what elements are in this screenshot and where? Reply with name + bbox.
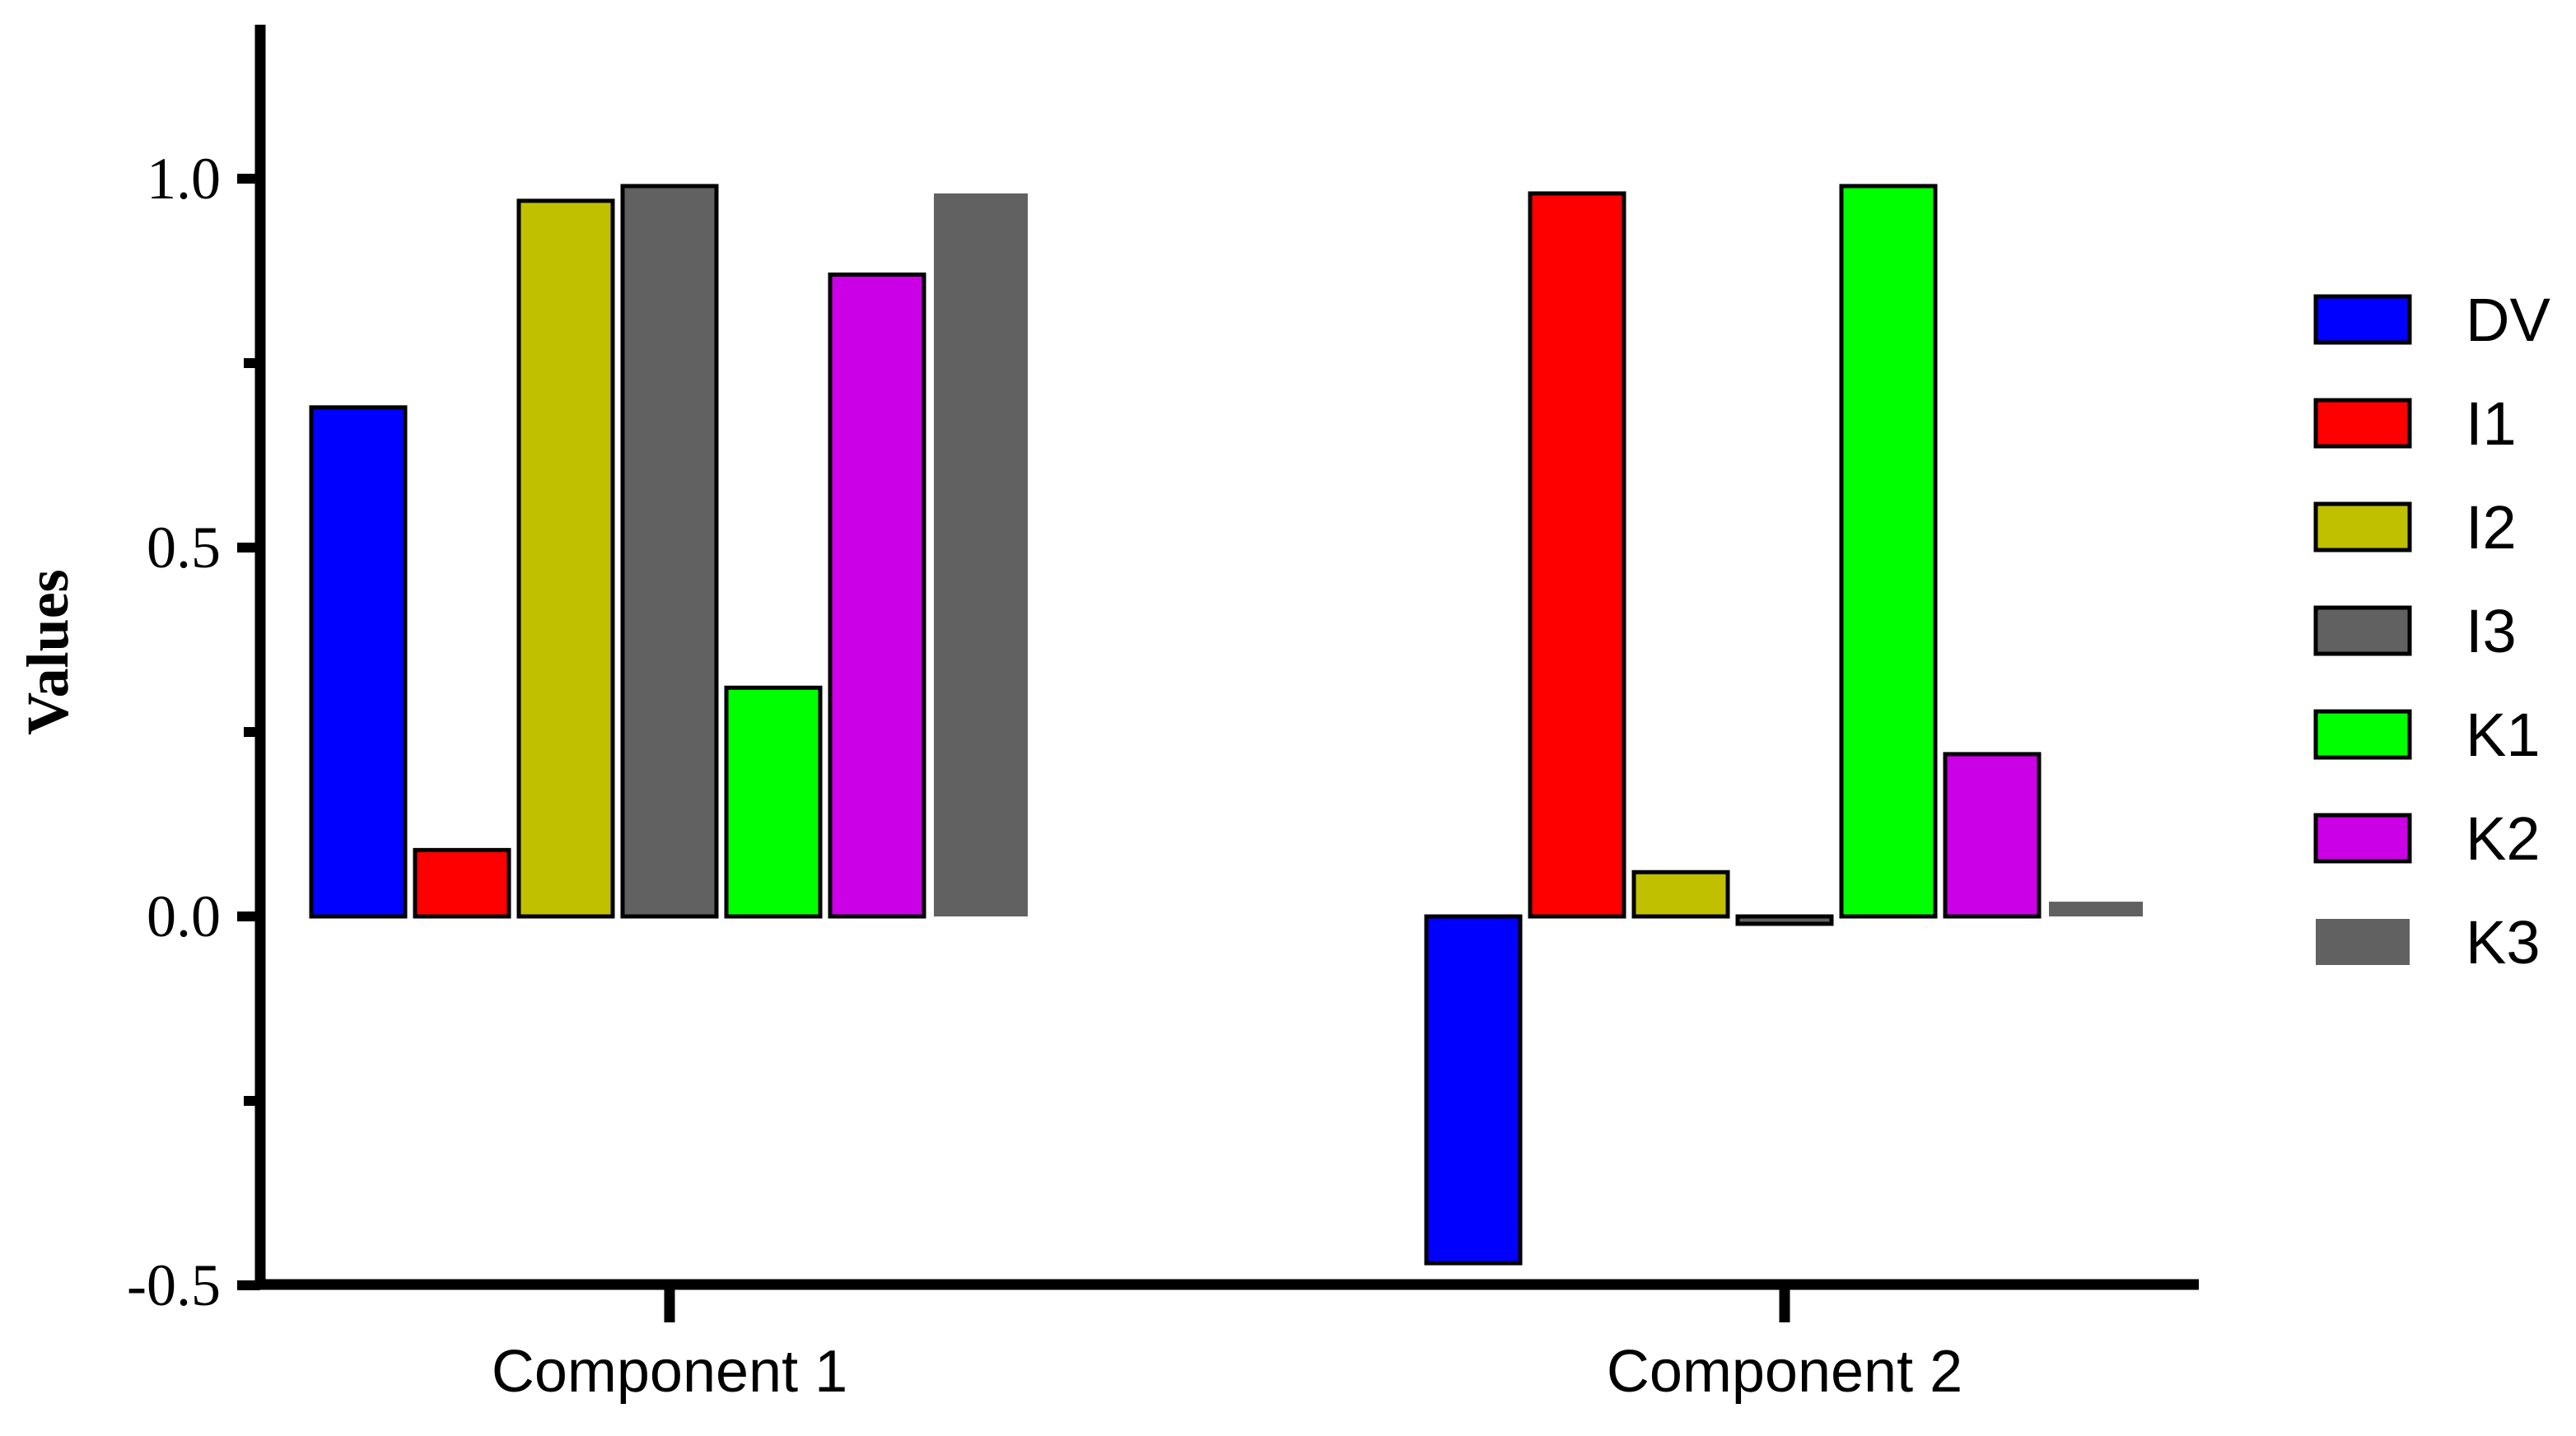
bar-i3-1 <box>620 184 719 919</box>
legend-swatch-i2 <box>2313 501 2412 552</box>
legend-label-i1: I1 <box>2466 389 2517 458</box>
legend-swatch-k2 <box>2313 813 2412 864</box>
bar-i1-1 <box>413 847 511 919</box>
y-tick-label: 0.0 <box>147 884 221 949</box>
bar-i3-2 <box>1735 914 1834 926</box>
y-ticks-group: -0.5 0.0 0.5 1.0 <box>127 146 260 1318</box>
bar-k1-2 <box>1839 184 1938 919</box>
y-tick-label: 1.0 <box>147 146 221 212</box>
y-tick-label: 0.5 <box>147 515 221 580</box>
legend-swatch-i3 <box>2313 605 2412 656</box>
legend-label-i2: I2 <box>2466 493 2517 562</box>
legend-swatch-k1 <box>2313 709 2412 760</box>
legend-label-k3: K3 <box>2466 908 2541 977</box>
legend: DV I1 I2 I3 K1 K2 K3 <box>2313 286 2550 977</box>
bar-i2-1 <box>516 198 615 919</box>
legend-swatch-k3 <box>2316 919 2410 965</box>
legend-label-dv: DV <box>2466 286 2550 354</box>
x-tick-label: Component 2 <box>1607 1339 1962 1405</box>
legend-swatch-dv <box>2313 294 2412 345</box>
bar-k3-2 <box>2049 902 2143 916</box>
bar-i2-2 <box>1631 870 1730 919</box>
bar-k2-2 <box>1943 752 2042 919</box>
bar-dv-1 <box>309 405 408 919</box>
legend-label-i3: I3 <box>2466 597 2517 665</box>
bar-dv-2 <box>1424 914 1523 1266</box>
y-tick-label: -0.5 <box>127 1252 221 1318</box>
legend-label-k1: K1 <box>2466 701 2541 769</box>
bars-group <box>309 184 2143 1266</box>
x-ticks-group: Component 1 Component 2 <box>492 1284 1962 1405</box>
x-tick-label: Component 1 <box>492 1339 847 1405</box>
legend-swatch-i1 <box>2313 398 2412 449</box>
legend-label-k2: K2 <box>2466 804 2541 873</box>
bar-k1-1 <box>724 685 823 919</box>
bar-i1-2 <box>1528 191 1626 919</box>
bar-k3-1 <box>934 193 1028 917</box>
bar-k2-1 <box>828 272 926 919</box>
y-axis-title: Values <box>15 569 81 734</box>
axes-group <box>254 25 2199 1290</box>
